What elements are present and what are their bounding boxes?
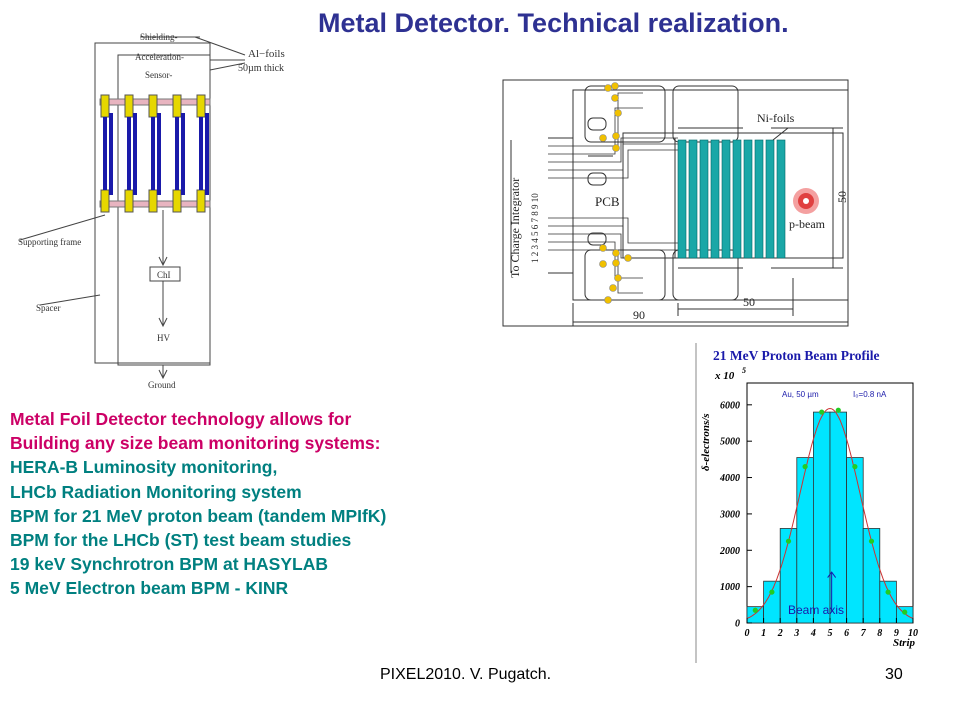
y-tick-label: 0 <box>735 619 740 630</box>
spacer-label: Spacer <box>36 303 61 313</box>
chi-label: ChI <box>157 270 171 280</box>
pcb-label: PCB <box>595 194 620 209</box>
chart-title: 21 MeV Proton Beam Profile <box>713 348 879 363</box>
chart-y-label: δ-electrons/s <box>700 413 712 471</box>
dimension-width-inner: 50 <box>743 295 755 309</box>
x-tick-label: 9 <box>894 628 899 639</box>
item-line-2: LHCb Radiation Monitoring system <box>10 481 302 502</box>
shielding-label: Shielding- <box>140 32 178 42</box>
y-tick-label: 6000 <box>720 400 740 411</box>
al-foils-label: Al−foils <box>248 48 285 60</box>
hv-label: HV <box>157 333 170 343</box>
chart-point <box>802 464 808 470</box>
chart-point <box>819 409 825 415</box>
slide-title: Metal Detector. Technical realization. <box>318 8 789 38</box>
x-tick-label: 2 <box>777 628 783 639</box>
sensor-label: Sensor- <box>145 70 172 80</box>
chart-bar <box>846 457 864 624</box>
footer-author: PIXEL2010. V. Pugatch. <box>380 666 552 683</box>
chart-point <box>785 538 792 544</box>
item-line-1: HERA-B Luminosity monitoring, <box>10 457 278 478</box>
y-tick-label: 5000 <box>720 437 740 448</box>
intro-line-2: Building any size beam monitoring system… <box>10 433 381 454</box>
page-number: 30 <box>885 666 903 683</box>
dimension-width-outer: 90 <box>633 308 645 322</box>
chart-bar <box>829 411 848 624</box>
x-tick-label: 4 <box>810 628 816 639</box>
chart-multiplier: x 10 <box>714 370 735 382</box>
chart-point <box>885 589 891 595</box>
dimension-height: 50 <box>835 191 849 203</box>
chart-point <box>769 589 775 595</box>
y-tick-label: 2000 <box>719 546 740 557</box>
chart-annotation-right: I₀=0.8 nA <box>853 390 887 399</box>
chart-point <box>752 607 758 613</box>
x-tick-label: 6 <box>844 628 849 639</box>
item-line-5: 19 keV Synchrotron BPM at HASYLAB <box>10 554 328 575</box>
ground-label: Ground <box>148 380 176 390</box>
x-tick-label: 7 <box>861 628 867 639</box>
y-tick-label: 1000 <box>720 582 740 593</box>
chart-point <box>852 464 858 470</box>
channel-numbers: 1 2 3 4 5 6 7 8 9 10 <box>530 193 540 263</box>
chart-bar <box>813 411 831 624</box>
y-tick-label: 3000 <box>719 509 740 520</box>
chart-x-label: Strip <box>893 637 916 649</box>
chart-point <box>868 538 875 544</box>
bullet-list: Metal Foil Detector technology allows fo… <box>10 407 550 601</box>
pcb-drawing: To Charge Integrator 1 2 3 4 5 6 7 8 9 1… <box>502 79 849 327</box>
intro-line-1: Metal Foil Detector technology allows fo… <box>10 409 352 429</box>
supporting-frame-label: Supporting frame <box>18 237 81 247</box>
chart-annotation-left: Au, 50 µm <box>782 390 819 399</box>
beam-profile-chart: 21 MeV Proton Beam Profile x 10 5 δ-elec… <box>695 343 918 663</box>
chart-point <box>902 609 908 615</box>
x-tick-label: 8 <box>877 628 882 639</box>
chart-point <box>835 407 841 413</box>
chart-bar <box>879 580 897 624</box>
detector-schematic: Shielding- Acceleration- Sensor- Al−foil… <box>18 32 285 390</box>
x-tick-label: 5 <box>828 628 833 639</box>
charge-integrator-label: To Charge Integrator <box>508 178 522 278</box>
chart-fit-curve <box>746 407 914 619</box>
beam-axis-arrowhead <box>827 571 837 578</box>
ni-foils-label: Ni-foils <box>757 111 795 125</box>
chart-bar <box>796 457 814 624</box>
item-line-4: BPM for the LHCb (ST) test beam studies <box>10 530 352 551</box>
chart-bar <box>862 528 881 624</box>
x-tick-label: 1 <box>761 628 766 639</box>
x-tick-label: 0 <box>745 628 750 639</box>
chart-plot-area <box>746 382 914 624</box>
p-beam-label: p-beam <box>789 217 826 231</box>
x-tick-label: 10 <box>908 628 918 639</box>
item-line-6: 5 MeV Electron beam BPM - KINR <box>10 578 289 599</box>
chart-bar <box>895 606 914 624</box>
thickness-label: 50µm thick <box>238 63 284 74</box>
x-tick-label: 3 <box>793 628 799 639</box>
acceleration-label: Acceleration- <box>135 52 184 62</box>
chart-multiplier-exp: 5 <box>742 366 746 375</box>
y-tick-label: 4000 <box>719 473 740 484</box>
item-line-3: BPM for 21 MeV proton beam (tandem MPIfK… <box>10 505 387 526</box>
chart-beam-axis-label: Beam axis <box>788 603 844 617</box>
